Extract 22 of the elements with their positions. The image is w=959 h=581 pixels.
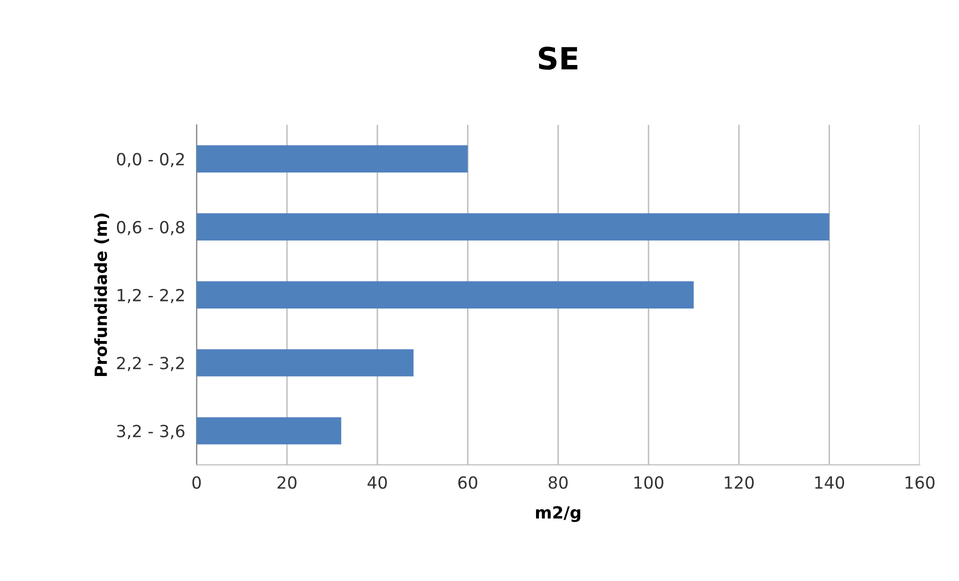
x-tick-label: 160 [906, 476, 934, 489]
y-tick-label: 2,2 - 3,2 [117, 356, 184, 372]
y-tick-label: 0,0 - 0,2 [116, 152, 184, 168]
bar [196, 349, 414, 376]
x-tick-label: 100 [634, 476, 664, 489]
x-tick-label: 80 [548, 476, 568, 489]
x-tick-label: 120 [724, 476, 754, 489]
x-axis-title: m2/g [536, 506, 580, 522]
chart-title: SE [538, 46, 578, 70]
y-tick-label: 0,6 - 0,8 [116, 220, 184, 236]
bar [196, 145, 468, 172]
bar [196, 213, 830, 240]
y-axis-title: Profundidade (m) [94, 214, 110, 376]
y-tick-label: 1,2 - 2,2 [118, 288, 184, 304]
bar [196, 417, 342, 444]
x-tick-label: 140 [815, 476, 844, 489]
x-tick-label: 20 [278, 476, 296, 489]
x-tick-label: 40 [368, 476, 387, 489]
y-tick-label: 3,2 - 3,6 [117, 424, 184, 440]
bar [196, 281, 694, 308]
x-tick-label: 60 [458, 476, 478, 489]
x-tick-label: 0 [192, 476, 201, 489]
